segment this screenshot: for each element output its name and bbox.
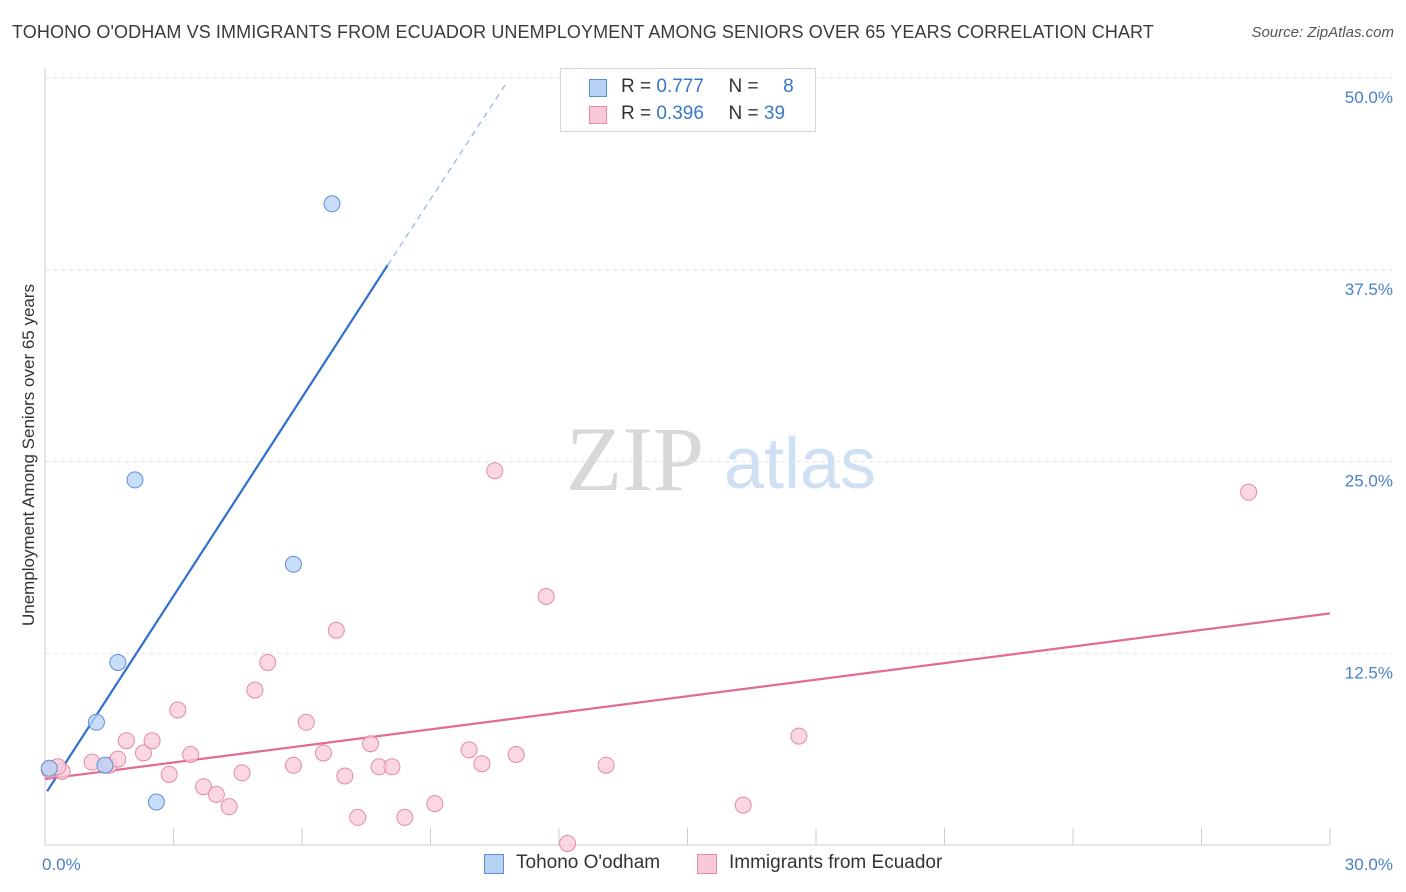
point-pink [336,767,354,785]
y-tick-label: 12.5% [1345,663,1393,682]
point-blue [147,793,165,811]
point-pink [486,462,504,480]
trend-line-extension-blue [387,80,509,266]
point-pink [537,587,555,605]
ecuador-legend-swatch [697,854,717,874]
r-label: R = [621,103,652,124]
point-pink [559,834,577,852]
chart-title: TOHONO O'ODHAM VS IMMIGRANTS FROM ECUADO… [12,22,1154,42]
tohono-legend-label: Tohono O'odham [516,852,661,873]
tick-labels: 12.5% 25.0% 37.5% 50.0% 0.0% 30.0% [42,88,1393,874]
x-tick-label: 0.0% [42,855,81,874]
watermark-atlas: atlas [724,424,876,504]
point-pink [597,756,615,774]
point-pink [349,808,367,826]
ecuador-legend-label: Immigrants from Ecuador [729,852,943,873]
point-pink [259,653,277,671]
axes [44,68,1331,846]
point-pink [207,785,225,803]
point-pink [396,808,414,826]
point-pink [314,744,332,762]
tohono-r-value: 0.777 [656,76,704,97]
point-pink [284,756,302,774]
point-pink [135,744,153,762]
watermark: ZIP atlas [566,408,876,510]
tohono-legend-swatch [484,854,504,874]
tohono-swatch [589,79,607,97]
point-pink [169,701,187,719]
point-blue [284,555,302,573]
point-blue [40,759,58,777]
point-pink [1240,483,1258,501]
point-pink [246,681,264,699]
r-label: R = [621,76,652,97]
point-pink [143,732,161,750]
point-pink [220,798,238,816]
point-pink [194,778,212,796]
point-pink [297,713,315,731]
x-tick-label: 30.0% [1345,855,1393,874]
ecuador-swatch [589,106,607,124]
watermark-zip: ZIP [566,408,704,510]
point-blue [323,195,341,213]
trend-line-blue [46,264,389,792]
source-credit: Source: ZipAtlas.com [1251,24,1394,41]
point-pink [117,732,135,750]
point-pink [160,765,178,783]
n-label: N = [728,103,759,124]
point-blue [96,756,114,774]
trend-line-pink [44,612,1331,781]
point-pink [460,741,478,759]
trend-lines [44,80,1331,792]
point-pink [362,735,380,753]
point-blue [126,471,144,489]
y-tick-label: 37.5% [1345,280,1393,299]
point-pink [734,796,752,814]
tohono-n-value: 8 [783,76,794,97]
y-axis-label: Unemployment Among Seniors over 65 years [19,284,38,626]
y-tick-label: 50.0% [1345,88,1393,107]
point-pink [790,727,808,745]
y-tick-label: 25.0% [1345,472,1393,491]
point-blue [87,713,105,731]
point-pink [383,758,401,776]
ecuador-r-value: 0.396 [656,103,704,124]
point-pink [473,755,491,773]
point-pink [426,795,444,813]
n-label: N = [728,76,759,97]
stats-legend: R = 0.777 N = 8 R = 0.396 N = 39 [560,68,816,132]
point-pink [327,621,345,639]
point-pink [182,745,200,763]
grid-lines [45,77,1392,654]
point-blue [109,653,127,671]
point-pink [507,745,525,763]
ecuador-n-value: 39 [763,103,786,124]
data-points [40,195,1258,852]
point-pink [233,764,251,782]
